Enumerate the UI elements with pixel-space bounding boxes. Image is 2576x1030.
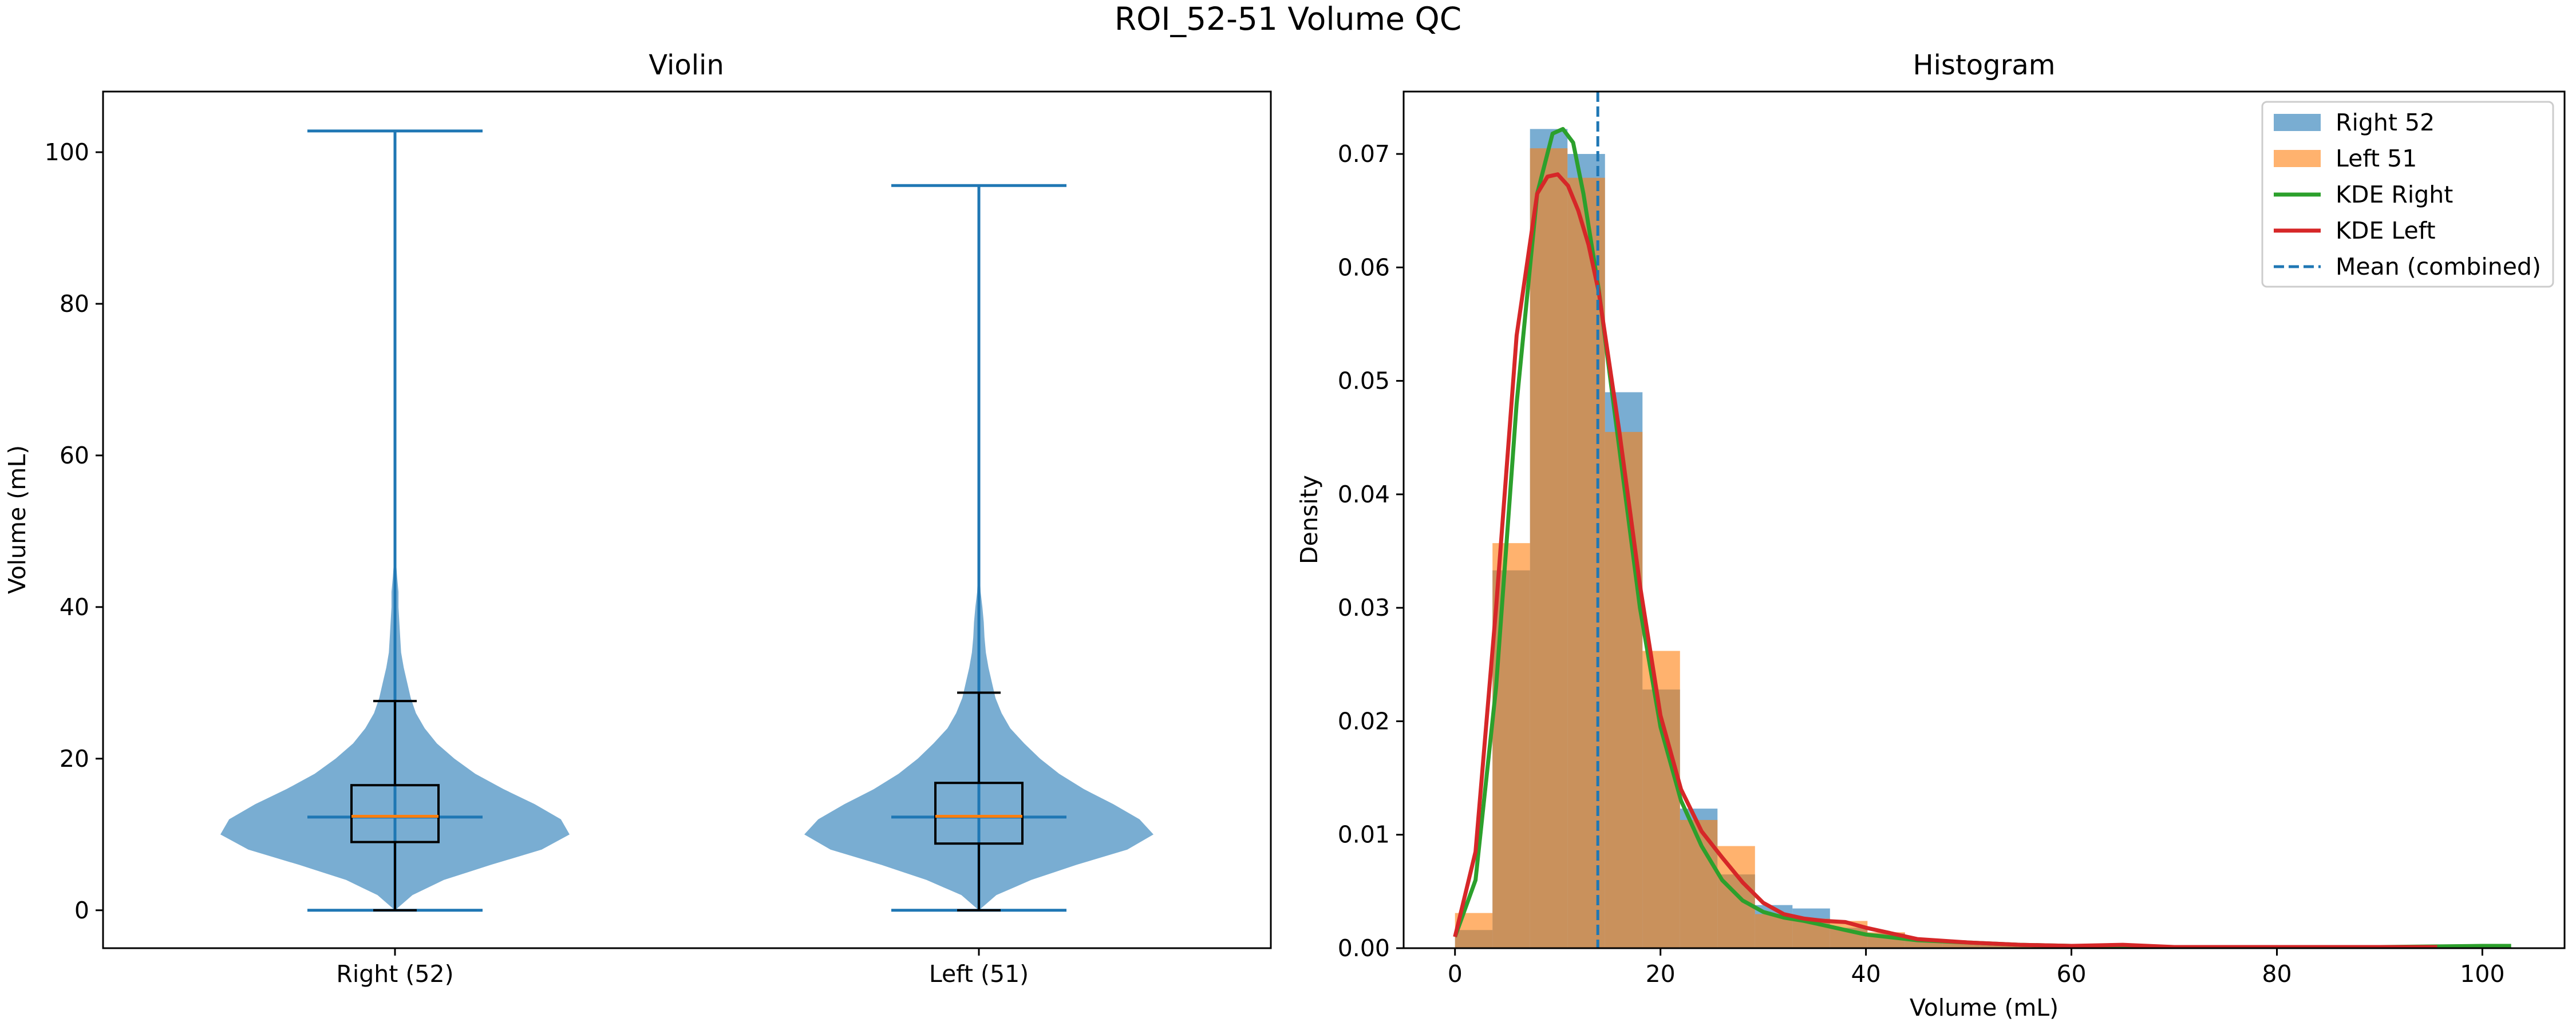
histogram-x-label: Volume (mL) — [1910, 994, 2059, 1021]
histogram-x-tick-label: 80 — [2262, 960, 2291, 988]
violin-y-tick-label: 80 — [60, 290, 89, 318]
violin-axis-ticks: Right (52) Left (51) 0 20 40 60 80 100 — [45, 138, 1029, 988]
histogram-x-tick-label: 0 — [1448, 960, 1463, 988]
box-iqr — [350, 784, 440, 843]
kde-left-line — [1453, 172, 2437, 949]
violin-y-tick-label: 100 — [45, 138, 89, 166]
violin-y-tick-label: 20 — [60, 745, 89, 772]
histogram-axes-frame — [1402, 90, 2566, 949]
histogram-y-tick-label: 0.04 — [1338, 481, 1390, 508]
legend-label: Mean (combined) — [2336, 253, 2541, 280]
histogram-bar-left — [1717, 846, 1755, 948]
legend-label: Left 51 — [2336, 145, 2417, 172]
histogram-x-tick-label: 60 — [2056, 960, 2086, 988]
violin-x-tick-label: Right (52) — [336, 960, 453, 988]
histogram-y-tick-label: 0.05 — [1338, 367, 1390, 395]
figure-title: ROI_52-51 Volume QC — [1115, 1, 1461, 37]
histogram-bar-left — [1605, 431, 1643, 948]
histogram-y-tick-label: 0.07 — [1338, 140, 1390, 168]
legend-label: Right 52 — [2336, 109, 2435, 136]
histogram-x-tick-label: 20 — [1646, 960, 1676, 988]
histogram-y-tick-label: 0.01 — [1338, 821, 1390, 849]
violin-x-tick-label: Left (51) — [929, 960, 1029, 988]
histogram-y-tick-label: 0.00 — [1338, 934, 1390, 962]
histogram-x-tick-label: 100 — [2460, 960, 2504, 988]
histogram-bar-left — [1942, 941, 1980, 948]
histogram-y-label: Density — [1295, 475, 1323, 564]
histogram-y-tick-label: 0.02 — [1338, 707, 1390, 735]
violin-y-tick-label: 0 — [74, 897, 89, 924]
violin-title: Violin — [649, 49, 724, 81]
histogram-title: Histogram — [1913, 49, 2056, 81]
histogram-bar-left — [1492, 543, 1530, 948]
legend-swatch-right — [2274, 114, 2321, 131]
violin-marks — [220, 129, 1153, 912]
legend-frame — [2261, 101, 2554, 288]
violin-axes-frame — [102, 90, 1272, 949]
histogram-bar-left — [1980, 944, 2018, 948]
histogram-axis-ticks: 0 20 40 60 80 100 0.00 0.01 0.02 0.03 0.04 0.05 0.06… — [1338, 140, 2505, 988]
histogram-x-tick-label: 40 — [1851, 960, 1881, 988]
histogram-y-tick-label: 0.06 — [1338, 253, 1390, 281]
histogram-panel: Histogram Density Volume (mL) 0 20 40 60 80 1… — [1295, 49, 2566, 1021]
histogram-y-tick-label: 0.03 — [1338, 594, 1390, 621]
legend-label: KDE Right — [2336, 181, 2453, 208]
violin-panel: Violin Volume (mL) Right (52) Left (51) 0 2… — [3, 49, 1272, 988]
box-iqr — [934, 782, 1024, 845]
legend-swatch-left — [2274, 150, 2321, 167]
histogram-bar-left — [1530, 148, 1568, 949]
histogram-legend: Right 52 Left 51 KDE Right KDE Left Mean (co… — [2261, 101, 2554, 288]
legend-label: KDE Left — [2336, 217, 2436, 244]
violin-y-tick-label: 40 — [60, 593, 89, 621]
violin-y-tick-label: 60 — [60, 442, 89, 469]
violin-y-label: Volume (mL) — [3, 445, 31, 594]
histogram-bar-left — [1642, 651, 1680, 948]
